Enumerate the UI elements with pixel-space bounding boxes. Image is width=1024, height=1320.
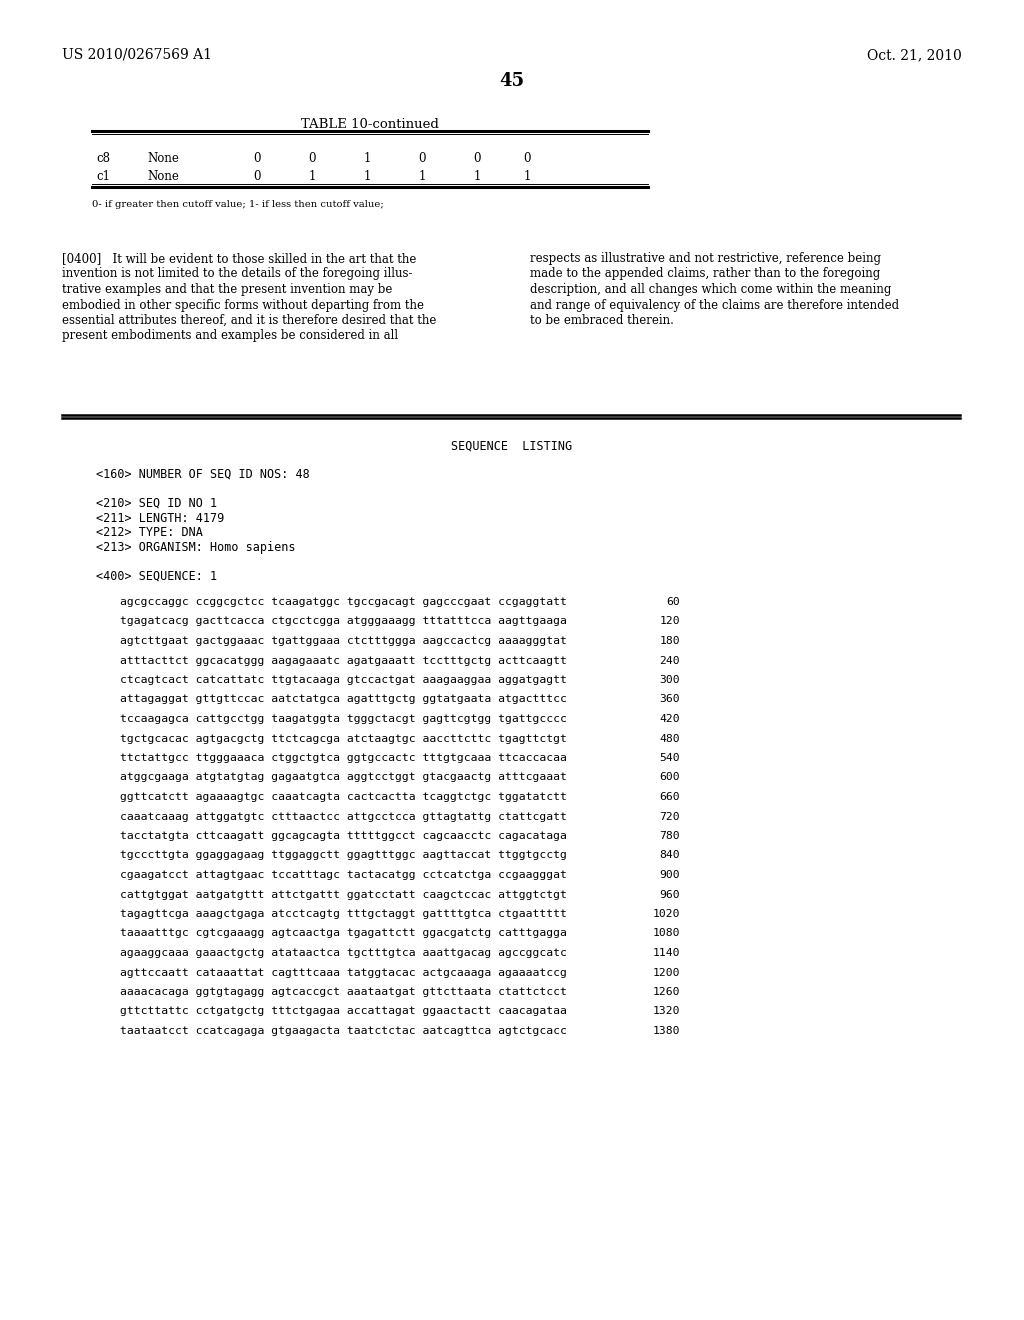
- Text: made to the appended claims, rather than to the foregoing: made to the appended claims, rather than…: [530, 268, 881, 281]
- Text: 720: 720: [659, 812, 680, 821]
- Text: 120: 120: [659, 616, 680, 627]
- Text: 60: 60: [667, 597, 680, 607]
- Text: 1380: 1380: [652, 1026, 680, 1036]
- Text: <213> ORGANISM: Homo sapiens: <213> ORGANISM: Homo sapiens: [96, 540, 296, 553]
- Text: <210> SEQ ID NO 1: <210> SEQ ID NO 1: [96, 498, 217, 510]
- Text: ttctattgcc ttgggaaaca ctggctgtca ggtgccactc tttgtgcaaa ttcaccacaa: ttctattgcc ttgggaaaca ctggctgtca ggtgcca…: [120, 752, 567, 763]
- Text: 420: 420: [659, 714, 680, 723]
- Text: 0: 0: [253, 170, 261, 183]
- Text: 1: 1: [308, 170, 315, 183]
- Text: invention is not limited to the details of the foregoing illus-: invention is not limited to the details …: [62, 268, 413, 281]
- Text: 480: 480: [659, 734, 680, 743]
- Text: US 2010/0267569 A1: US 2010/0267569 A1: [62, 48, 212, 62]
- Text: 0: 0: [308, 152, 315, 165]
- Text: 45: 45: [500, 73, 524, 90]
- Text: to be embraced therein.: to be embraced therein.: [530, 314, 674, 327]
- Text: tgctgcacac agtgacgctg ttctcagcga atctaagtgc aaccttcttc tgagttctgt: tgctgcacac agtgacgctg ttctcagcga atctaag…: [120, 734, 567, 743]
- Text: 0- if greater then cutoff value; 1- if less then cutoff value;: 0- if greater then cutoff value; 1- if l…: [92, 201, 384, 209]
- Text: c8: c8: [96, 152, 110, 165]
- Text: taataatcct ccatcagaga gtgaagacta taatctctac aatcagttca agtctgcacc: taataatcct ccatcagaga gtgaagacta taatctc…: [120, 1026, 567, 1036]
- Text: <212> TYPE: DNA: <212> TYPE: DNA: [96, 525, 203, 539]
- Text: ctcagtcact catcattatc ttgtacaaga gtccactgat aaagaaggaa aggatgagtt: ctcagtcact catcattatc ttgtacaaga gtccact…: [120, 675, 567, 685]
- Text: tacctatgta cttcaagatt ggcagcagta tttttggcct cagcaacctc cagacataga: tacctatgta cttcaagatt ggcagcagta tttttgg…: [120, 832, 567, 841]
- Text: 240: 240: [659, 656, 680, 665]
- Text: TABLE 10-continued: TABLE 10-continued: [301, 117, 439, 131]
- Text: <211> LENGTH: 4179: <211> LENGTH: 4179: [96, 511, 224, 524]
- Text: 540: 540: [659, 752, 680, 763]
- Text: None: None: [147, 170, 179, 183]
- Text: 1260: 1260: [652, 987, 680, 997]
- Text: atggcgaaga atgtatgtag gagaatgtca aggtcctggt gtacgaactg atttcgaaat: atggcgaaga atgtatgtag gagaatgtca aggtcct…: [120, 772, 567, 783]
- Text: 600: 600: [659, 772, 680, 783]
- Text: 300: 300: [659, 675, 680, 685]
- Text: atttacttct ggcacatggg aagagaaatc agatgaaatt tcctttgctg acttcaagtt: atttacttct ggcacatggg aagagaaatc agatgaa…: [120, 656, 567, 665]
- Text: 1080: 1080: [652, 928, 680, 939]
- Text: 1: 1: [364, 170, 371, 183]
- Text: None: None: [147, 152, 179, 165]
- Text: 0: 0: [473, 152, 480, 165]
- Text: 900: 900: [659, 870, 680, 880]
- Text: 0: 0: [418, 152, 426, 165]
- Text: embodied in other specific forms without departing from the: embodied in other specific forms without…: [62, 298, 424, 312]
- Text: 1: 1: [473, 170, 480, 183]
- Text: aaaacacaga ggtgtagagg agtcaccgct aaataatgat gttcttaata ctattctcct: aaaacacaga ggtgtagagg agtcaccgct aaataat…: [120, 987, 567, 997]
- Text: agcgccaggc ccggcgctcc tcaagatggc tgccgacagt gagcccgaat ccgaggtatt: agcgccaggc ccggcgctcc tcaagatggc tgccgac…: [120, 597, 567, 607]
- Text: 960: 960: [659, 890, 680, 899]
- Text: tagagttcga aaagctgaga atcctcagtg tttgctaggt gattttgtca ctgaattttt: tagagttcga aaagctgaga atcctcagtg tttgcta…: [120, 909, 567, 919]
- Text: [0400]   It will be evident to those skilled in the art that the: [0400] It will be evident to those skill…: [62, 252, 417, 265]
- Text: SEQUENCE  LISTING: SEQUENCE LISTING: [452, 440, 572, 453]
- Text: caaatcaaag attggatgtc ctttaactcc attgcctcca gttagtattg ctattcgatt: caaatcaaag attggatgtc ctttaactcc attgcct…: [120, 812, 567, 821]
- Text: gttcttattc cctgatgctg tttctgagaa accattagat ggaactactt caacagataa: gttcttattc cctgatgctg tttctgagaa accatta…: [120, 1006, 567, 1016]
- Text: c1: c1: [96, 170, 110, 183]
- Text: cattgtggat aatgatgttt attctgattt ggatcctatt caagctccac attggtctgt: cattgtggat aatgatgttt attctgattt ggatcct…: [120, 890, 567, 899]
- Text: 1140: 1140: [652, 948, 680, 958]
- Text: 1: 1: [523, 170, 530, 183]
- Text: cgaagatcct attagtgaac tccatttagc tactacatgg cctcatctga ccgaagggat: cgaagatcct attagtgaac tccatttagc tactaca…: [120, 870, 567, 880]
- Text: 1020: 1020: [652, 909, 680, 919]
- Text: tgcccttgta ggaggagaag ttggaggctt ggagtttggc aagttaccat ttggtgcctg: tgcccttgta ggaggagaag ttggaggctt ggagttt…: [120, 850, 567, 861]
- Text: description, and all changes which come within the meaning: description, and all changes which come …: [530, 282, 891, 296]
- Text: attagaggat gttgttccac aatctatgca agatttgctg ggtatgaata atgactttcc: attagaggat gttgttccac aatctatgca agatttg…: [120, 694, 567, 705]
- Text: trative examples and that the present invention may be: trative examples and that the present in…: [62, 282, 392, 296]
- Text: taaaatttgc cgtcgaaagg agtcaactga tgagattctt ggacgatctg catttgagga: taaaatttgc cgtcgaaagg agtcaactga tgagatt…: [120, 928, 567, 939]
- Text: respects as illustrative and not restrictive, reference being: respects as illustrative and not restric…: [530, 252, 881, 265]
- Text: <400> SEQUENCE: 1: <400> SEQUENCE: 1: [96, 569, 217, 582]
- Text: agaaggcaaa gaaactgctg atataactca tgctttgtca aaattgacag agccggcatc: agaaggcaaa gaaactgctg atataactca tgctttg…: [120, 948, 567, 958]
- Text: 1200: 1200: [652, 968, 680, 978]
- Text: 180: 180: [659, 636, 680, 645]
- Text: agttccaatt cataaattat cagtttcaaa tatggtacac actgcaaaga agaaaatccg: agttccaatt cataaattat cagtttcaaa tatggta…: [120, 968, 567, 978]
- Text: tgagatcacg gacttcacca ctgcctcgga atgggaaagg tttatttcca aagttgaaga: tgagatcacg gacttcacca ctgcctcgga atgggaa…: [120, 616, 567, 627]
- Text: tccaagagca cattgcctgg taagatggta tgggctacgt gagttcgtgg tgattgcccc: tccaagagca cattgcctgg taagatggta tgggcta…: [120, 714, 567, 723]
- Text: 1: 1: [364, 152, 371, 165]
- Text: 780: 780: [659, 832, 680, 841]
- Text: 840: 840: [659, 850, 680, 861]
- Text: 360: 360: [659, 694, 680, 705]
- Text: 660: 660: [659, 792, 680, 803]
- Text: agtcttgaat gactggaaac tgattggaaa ctctttggga aagccactcg aaaagggtat: agtcttgaat gactggaaac tgattggaaa ctctttg…: [120, 636, 567, 645]
- Text: 1: 1: [419, 170, 426, 183]
- Text: Oct. 21, 2010: Oct. 21, 2010: [867, 48, 962, 62]
- Text: ggttcatctt agaaaagtgc caaatcagta cactcactta tcaggtctgc tggatatctt: ggttcatctt agaaaagtgc caaatcagta cactcac…: [120, 792, 567, 803]
- Text: 0: 0: [523, 152, 530, 165]
- Text: present embodiments and examples be considered in all: present embodiments and examples be cons…: [62, 330, 398, 342]
- Text: essential attributes thereof, and it is therefore desired that the: essential attributes thereof, and it is …: [62, 314, 436, 327]
- Text: 0: 0: [253, 152, 261, 165]
- Text: 1320: 1320: [652, 1006, 680, 1016]
- Text: and range of equivalency of the claims are therefore intended: and range of equivalency of the claims a…: [530, 298, 899, 312]
- Text: <160> NUMBER OF SEQ ID NOS: 48: <160> NUMBER OF SEQ ID NOS: 48: [96, 469, 309, 480]
